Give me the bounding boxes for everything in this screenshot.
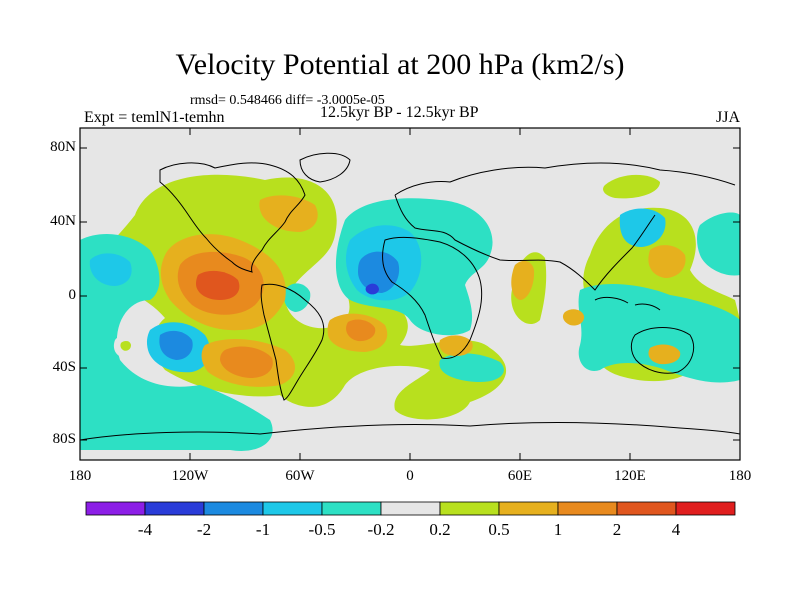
contour-lightblue: [89, 253, 132, 286]
contour-cyan: [284, 283, 311, 312]
colorbar-box: [498, 501, 559, 516]
colorbar-box: [203, 501, 264, 516]
colorbar-label: -0.2: [367, 520, 395, 539]
coast-greenland: [299, 152, 351, 183]
contour-blue: [358, 251, 400, 293]
colorbar-box: [262, 501, 323, 516]
contour-cyan: [578, 283, 740, 383]
colorbar-box: [85, 501, 146, 516]
stats-line: rmsd= 0.548466 diff= -3.0005e-05: [190, 93, 385, 108]
colorbar-box: [144, 501, 205, 516]
contour-darkorange: [346, 319, 376, 342]
axis-ticks: [80, 128, 740, 460]
experiment-label: Expt = temlN1-temhn: [84, 109, 225, 126]
colorbar-label: 4: [671, 520, 681, 539]
colorbar-label: -2: [196, 520, 212, 539]
contour-orange: [439, 335, 473, 356]
lon-label: 60E: [507, 468, 533, 484]
map-title: Velocity Potential at 200 hPa (km2/s): [175, 48, 625, 81]
colorbar-label: 0.2: [429, 520, 451, 539]
season-label: JJA: [715, 109, 740, 126]
coast-australia: [630, 327, 694, 374]
lat-label: 80N: [50, 139, 76, 155]
colorbar-label: -0.5: [308, 520, 336, 539]
colorbar: [85, 501, 736, 516]
coast-europe-asia: [394, 162, 736, 291]
contour-darkblue: [365, 283, 379, 295]
colorbar-box: [616, 501, 677, 516]
contour-redorange: [196, 270, 240, 300]
coast-indonesia: [594, 296, 661, 311]
colorbar-label: 2: [612, 520, 622, 539]
lon-label: 120E: [614, 468, 646, 484]
lon-label: 180: [728, 468, 752, 484]
colorbar-box: [380, 501, 441, 516]
contour-green: [603, 174, 660, 199]
contour-green-core: [120, 340, 131, 351]
contour-cyan: [439, 353, 504, 382]
colorbar-label: -4: [137, 520, 153, 539]
coast-africa: [382, 236, 483, 359]
contour-cyan: [697, 212, 740, 276]
lat-label: 0: [68, 287, 77, 303]
lat-label: 40S: [52, 359, 76, 375]
colorbar-label: -1: [255, 520, 271, 539]
contour-cyan: [80, 234, 273, 451]
colorbar-label: 1: [553, 520, 563, 539]
contour-orange: [562, 309, 585, 326]
colorbar-box: [557, 501, 618, 516]
contour-field: [80, 128, 740, 460]
lat-label: 40N: [50, 213, 76, 229]
lat-label: 80S: [52, 431, 76, 447]
lon-label: 180: [68, 468, 92, 484]
colorbar-box: [675, 501, 736, 516]
period-label: 12.5kyr BP - 12.5kyr BP: [320, 104, 479, 121]
lon-label: 60W: [285, 468, 315, 484]
contour-lightblue: [619, 208, 666, 247]
contour-orange: [648, 245, 686, 278]
colorbar-label: 0.5: [488, 520, 510, 539]
contour-orange: [648, 344, 681, 365]
colorbar-box: [439, 501, 500, 516]
contour-blue: [159, 330, 193, 360]
contour-orange: [259, 195, 318, 232]
coastlines: [80, 152, 740, 441]
lon-label: 0: [406, 468, 414, 484]
colorbar-box: [321, 501, 382, 516]
coast-south-america: [260, 283, 325, 401]
contour-darkorange: [220, 346, 273, 378]
contour-orange: [511, 260, 535, 300]
coast-antarctica: [80, 421, 740, 441]
lon-label: 120W: [171, 468, 209, 484]
coast-north-america: [159, 162, 306, 273]
